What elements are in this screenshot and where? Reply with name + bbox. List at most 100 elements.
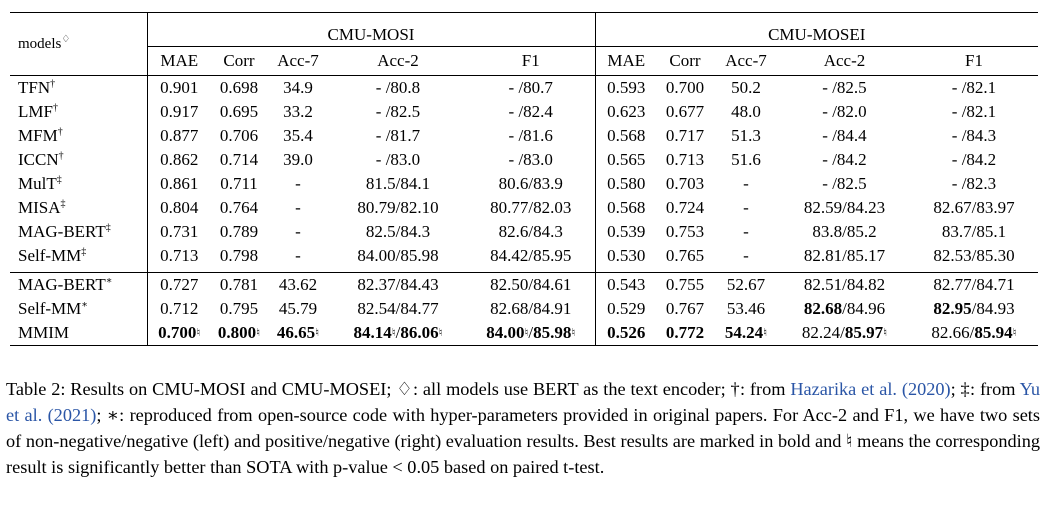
cell-value: 0.623 [607, 102, 646, 121]
column-header: Acc-7 [277, 51, 319, 70]
table-cell: 82.5/84.3 [329, 220, 467, 244]
model-name-cell: LMF† [10, 100, 148, 124]
table-cell: 0.565 [595, 148, 657, 172]
cell-value: 52.67 [726, 275, 766, 294]
significance-mark: ♮ [883, 327, 888, 339]
table-cell: 33.2 [267, 100, 329, 124]
cell-value: 46.65 [276, 323, 316, 342]
cell-value: 0.917 [160, 102, 199, 121]
group-cmu-mosi: CMU-MOSI [147, 12, 596, 47]
cell-value: 82.50/84.61 [490, 275, 572, 294]
table-cell: 83.8/85.2 [779, 220, 910, 244]
model-name: MISA [18, 198, 61, 217]
cell-value: 80.6/83.9 [498, 174, 563, 193]
cell-value: 80.79/82.10 [357, 198, 439, 217]
cell-value: 0.800 [217, 323, 257, 342]
cell-value: 0.706 [219, 126, 259, 145]
table-cell: 0.765 [657, 244, 713, 268]
model-source-mark: ‡ [105, 222, 111, 234]
model-name-cell: MAG-BERT∗ [10, 272, 148, 297]
table-cell: 0.623 [595, 100, 657, 124]
cell-value: 0.765 [665, 246, 705, 265]
table-cell: - /80.7 [467, 75, 596, 100]
section-gap [10, 268, 1038, 273]
cell-value: 0.731 [160, 222, 199, 241]
table-row: Self-MM∗ 0.712 0.795 45.79 82.54/84.77 82.68/… [10, 297, 1038, 321]
cell-value: 84.00/85.98 [357, 246, 439, 265]
cell-value: 0.861 [160, 174, 199, 193]
cell-value: 39.0 [283, 150, 313, 169]
column-header: MAE [607, 51, 646, 70]
table-cell: - [713, 172, 779, 196]
table-cell: - /84.4 [779, 124, 910, 148]
column-header: F1 [965, 51, 983, 70]
citation-yu[interactable]: Yu et al. (2021) [6, 379, 1040, 425]
table-cell: 0.901 [147, 75, 211, 100]
value-separator: / [528, 323, 534, 342]
table-cell: 0.877 [147, 124, 211, 148]
cell-value-left: 82.66 [931, 323, 970, 342]
cell-value: 82.37/84.43 [357, 275, 439, 294]
model-name-cell: Self-MM∗ [10, 297, 148, 321]
table-cell: 82.50/84.61 [467, 272, 596, 297]
cell-value-right: 84.93 [976, 299, 1015, 318]
table-cell: 84.14♮/86.06♮ [329, 321, 467, 346]
cell-value: 0.698 [219, 78, 259, 97]
significance-mark: ♮ [438, 327, 443, 339]
table-cell: 0.755 [657, 272, 713, 297]
cell-value: 0.580 [607, 174, 646, 193]
cell-value: 0.772 [665, 323, 705, 342]
table-cell: - /82.4 [467, 100, 596, 124]
table-cell: 82.67/83.97 [910, 196, 1038, 220]
cell-value: 0.767 [665, 299, 705, 318]
cell-value-right: 85.97 [844, 323, 884, 342]
cell-value: - /82.0 [822, 102, 867, 121]
table-cell: 0.861 [147, 172, 211, 196]
cell-value: 0.724 [665, 198, 705, 217]
cell-value: 0.712 [160, 299, 199, 318]
table-row: MMIM 0.700♮ 0.800♮ 46.65♮ 84.14♮/86.06♮ 84.00… [10, 321, 1038, 346]
cell-value: 0.539 [607, 222, 646, 241]
table-cell: 0.781 [211, 272, 267, 297]
cell-value: 0.713 [665, 150, 705, 169]
column-header: Acc-7 [725, 51, 767, 70]
column-header-row: MAE Corr Acc-7 Acc-2 F1 MAE Corr Acc-7 Acc-2 F1 [10, 46, 1038, 76]
citation-hazarika[interactable]: Hazarika et al. (2020) [790, 379, 951, 399]
cell-value: - /81.7 [375, 126, 421, 145]
table-cell: 82.51/84.82 [779, 272, 910, 297]
cell-value-left: 82.68 [803, 299, 843, 318]
cell-value: - /82.3 [951, 174, 997, 193]
value-separator: / [971, 299, 977, 318]
table-cell: - [267, 244, 329, 268]
cell-value: 53.46 [726, 299, 766, 318]
table-cell: 0.764 [211, 196, 267, 220]
model-name: MulT [18, 174, 57, 193]
table-cell: 82.95/84.93 [910, 297, 1038, 321]
table-cell: 0.753 [657, 220, 713, 244]
table-cell: 0.695 [211, 100, 267, 124]
table-cell: 46.65♮ [267, 321, 329, 346]
table-cell: 0.568 [595, 196, 657, 220]
cell-value: - /81.6 [508, 126, 553, 145]
table-cell: - [267, 172, 329, 196]
table-cell: 84.00/85.98 [329, 244, 467, 268]
model-source-mark: ‡ [81, 246, 87, 258]
table-cell: 82.24/85.97♮ [779, 321, 910, 346]
column-header: Acc-2 [823, 51, 866, 70]
cell-value: 82.54/84.77 [357, 299, 439, 318]
cell-value: - /82.1 [951, 102, 997, 121]
model-source-mark: ∗ [81, 299, 89, 311]
table-cell: 51.3 [713, 124, 779, 148]
model-source-mark: † [58, 150, 64, 162]
cell-value: - [743, 222, 749, 241]
cell-value: 0.711 [220, 174, 258, 193]
cell-value: 0.781 [219, 275, 259, 294]
cell-value: 0.677 [665, 102, 705, 121]
cell-value: 0.530 [607, 246, 646, 265]
table-row: Self-MM‡ 0.713 0.798 - 84.00/85.98 84.42/85.9… [10, 244, 1038, 268]
table-cell: 34.9 [267, 75, 329, 100]
table-cell: 0.530 [595, 244, 657, 268]
cell-value: - /83.0 [375, 150, 421, 169]
table-cell: 82.81/85.17 [779, 244, 910, 268]
